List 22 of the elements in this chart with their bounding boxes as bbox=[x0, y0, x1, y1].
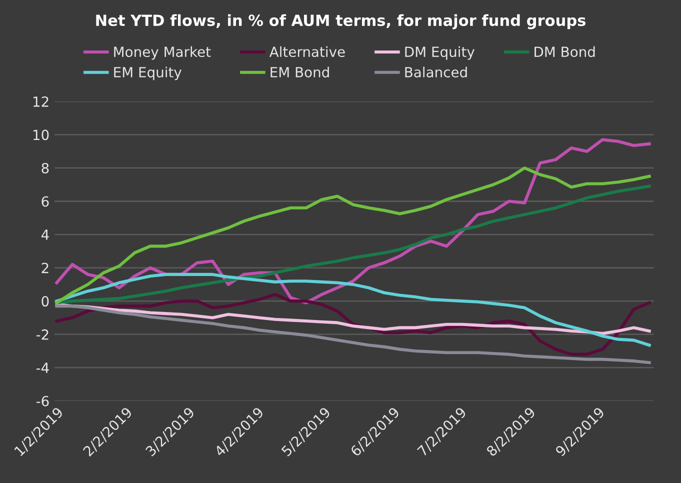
legend-label: EM Bond bbox=[270, 66, 329, 78]
line-series bbox=[55, 302, 651, 336]
legend-label: Balanced bbox=[405, 66, 467, 78]
line-series bbox=[55, 272, 651, 347]
legend-label: EM Equity bbox=[114, 66, 182, 80]
chart-title: Net YTD flows, in % of AUM terms, for major fund groups bbox=[96, 14, 586, 30]
y-tick-label: 2 bbox=[42, 262, 48, 274]
legend-label: Alternative bbox=[269, 46, 345, 58]
y-tick-label: -4 bbox=[36, 362, 49, 373]
y-tick-label: 10 bbox=[33, 130, 49, 140]
legend-label: DM Equity bbox=[405, 46, 474, 60]
line-series bbox=[55, 304, 651, 364]
y-tick-label: 0 bbox=[42, 296, 49, 307]
y-tick-label: 12 bbox=[33, 96, 48, 107]
y-tick-label: -2 bbox=[36, 329, 48, 340]
line-series bbox=[55, 292, 651, 356]
y-tick-label: 4 bbox=[41, 230, 49, 240]
legend-label: DM Bond bbox=[534, 46, 595, 58]
legend-label: Money Market bbox=[114, 46, 211, 60]
y-tick-label: -6 bbox=[36, 396, 49, 406]
y-tick-label: 8 bbox=[42, 162, 49, 174]
y-tick-label: 6 bbox=[42, 196, 49, 207]
